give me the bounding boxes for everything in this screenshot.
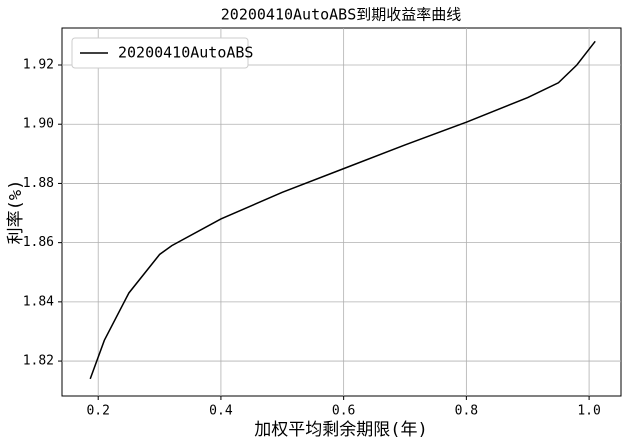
legend-label: 20200410AutoABS (118, 44, 253, 62)
x-tick-label: 0.8 (455, 404, 478, 419)
legend-box (71, 37, 249, 69)
x-tick-label: 0.4 (209, 404, 233, 419)
y-axis-label: 利率(%) (6, 180, 26, 245)
x-tick-label: 1.0 (577, 404, 600, 419)
y-tick-label: 1.92 (23, 58, 54, 73)
y-tick-label: 1.86 (23, 235, 54, 250)
x-tick-label: 0.6 (332, 404, 355, 419)
chart-title: 20200410AutoABS到期收益率曲线 (221, 6, 461, 24)
x-axis-label: 加权平均剩余期限(年) (254, 420, 427, 440)
y-tick-label: 1.90 (23, 117, 54, 132)
data-line (89, 40, 596, 380)
y-tick-label: 1.84 (23, 294, 54, 309)
y-tick-label: 1.88 (23, 176, 54, 191)
x-tick-label: 0.2 (86, 404, 109, 419)
plot-frame (61, 27, 622, 397)
y-tick-label: 1.82 (23, 354, 54, 369)
